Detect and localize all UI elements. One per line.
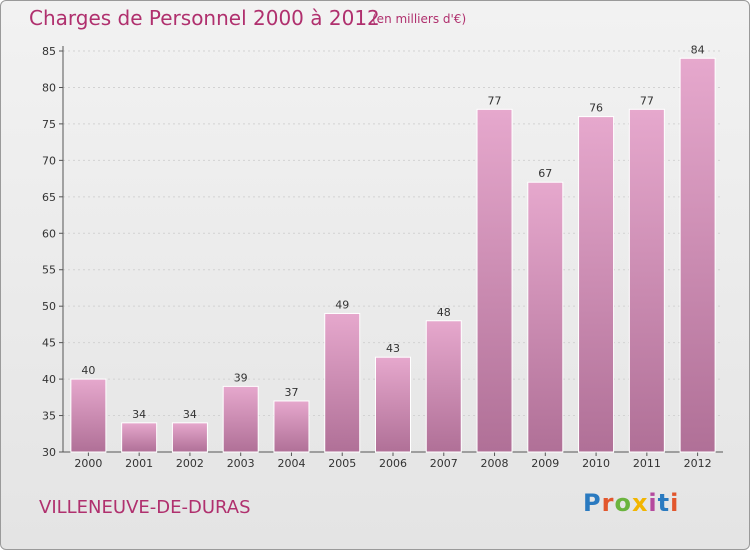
y-tick-label: 45 [42, 337, 56, 350]
x-tick-label-2011: 2011 [633, 457, 661, 470]
commune-name: VILLENEUVE-DE-DURAS [39, 497, 251, 518]
x-tick-label-2008: 2008 [481, 457, 509, 470]
logo-letter: i [648, 489, 658, 517]
bar-2007[interactable] [425, 320, 462, 453]
bar-2008[interactable] [476, 108, 513, 453]
x-tick-label-2009: 2009 [531, 457, 559, 470]
x-tick-label-2002: 2002 [176, 457, 204, 470]
data-label-2009: 67 [538, 167, 552, 180]
data-label-2010: 76 [589, 102, 603, 115]
data-label-2004: 37 [284, 386, 298, 399]
data-labels: 40 34 34 39 37 49 43 48 77 67 76 77 84 [81, 43, 704, 421]
y-tick-label: 60 [42, 227, 56, 240]
data-label-2003: 39 [234, 371, 248, 384]
logo-letter: t [657, 489, 671, 517]
y-tick-label: 80 [42, 81, 56, 94]
x-tick-label-2007: 2007 [430, 457, 458, 470]
data-label-2000: 40 [81, 364, 95, 377]
y-tick-label: 65 [42, 191, 56, 204]
y-tick-label: 55 [42, 264, 56, 277]
y-tick-label: 50 [42, 300, 56, 313]
x-tick-label-2012: 2012 [684, 457, 712, 470]
logo-letter: i [670, 489, 680, 517]
logo-letter: P [583, 489, 602, 517]
x-tick-label-2000: 2000 [74, 457, 102, 470]
y-tick-label: 40 [42, 373, 56, 386]
x-tick-label-2010: 2010 [582, 457, 610, 470]
x-tick-label-2003: 2003 [227, 457, 255, 470]
chart-title: Charges de Personnel 2000 à 2012 [29, 6, 380, 30]
data-label-2011: 77 [640, 94, 654, 107]
logo-letter: o [614, 489, 632, 517]
bar-2000[interactable] [70, 378, 107, 453]
y-tick-label: 35 [42, 410, 56, 423]
data-label-2005: 49 [335, 298, 349, 311]
bar-2009[interactable] [527, 181, 564, 453]
bar-2002[interactable] [171, 422, 208, 453]
logo-letter: x [631, 489, 649, 517]
bars [70, 57, 716, 453]
x-tick-label-2001: 2001 [125, 457, 153, 470]
bar-2011[interactable] [628, 108, 665, 453]
y-tick-label: 30 [42, 446, 56, 459]
data-label-2006: 43 [386, 342, 400, 355]
y-tick-label: 85 [42, 45, 56, 58]
y-tick-label: 75 [42, 118, 56, 131]
logo-letter: r [601, 489, 615, 517]
data-label-2008: 77 [488, 94, 502, 107]
proxiti-logo[interactable]: Proxiti [583, 489, 679, 517]
bar-2001[interactable] [121, 422, 158, 453]
x-tick-label-2005: 2005 [328, 457, 356, 470]
chart-subtitle: (en milliers d'€) [372, 12, 467, 26]
data-label-2007: 48 [437, 306, 451, 319]
y-tick-label: 70 [42, 154, 56, 167]
bar-2005[interactable] [324, 312, 361, 453]
x-tick-label-2004: 2004 [277, 457, 305, 470]
data-label-2002: 34 [183, 408, 197, 421]
bar-2004[interactable] [273, 400, 310, 453]
bar-2010[interactable] [578, 116, 615, 453]
bar-2006[interactable] [375, 356, 411, 453]
data-label-2012: 84 [691, 43, 705, 56]
data-label-2001: 34 [132, 408, 146, 421]
bar-2012[interactable] [679, 57, 716, 453]
x-tick-label-2006: 2006 [379, 457, 407, 470]
bar-2003[interactable] [222, 385, 259, 453]
